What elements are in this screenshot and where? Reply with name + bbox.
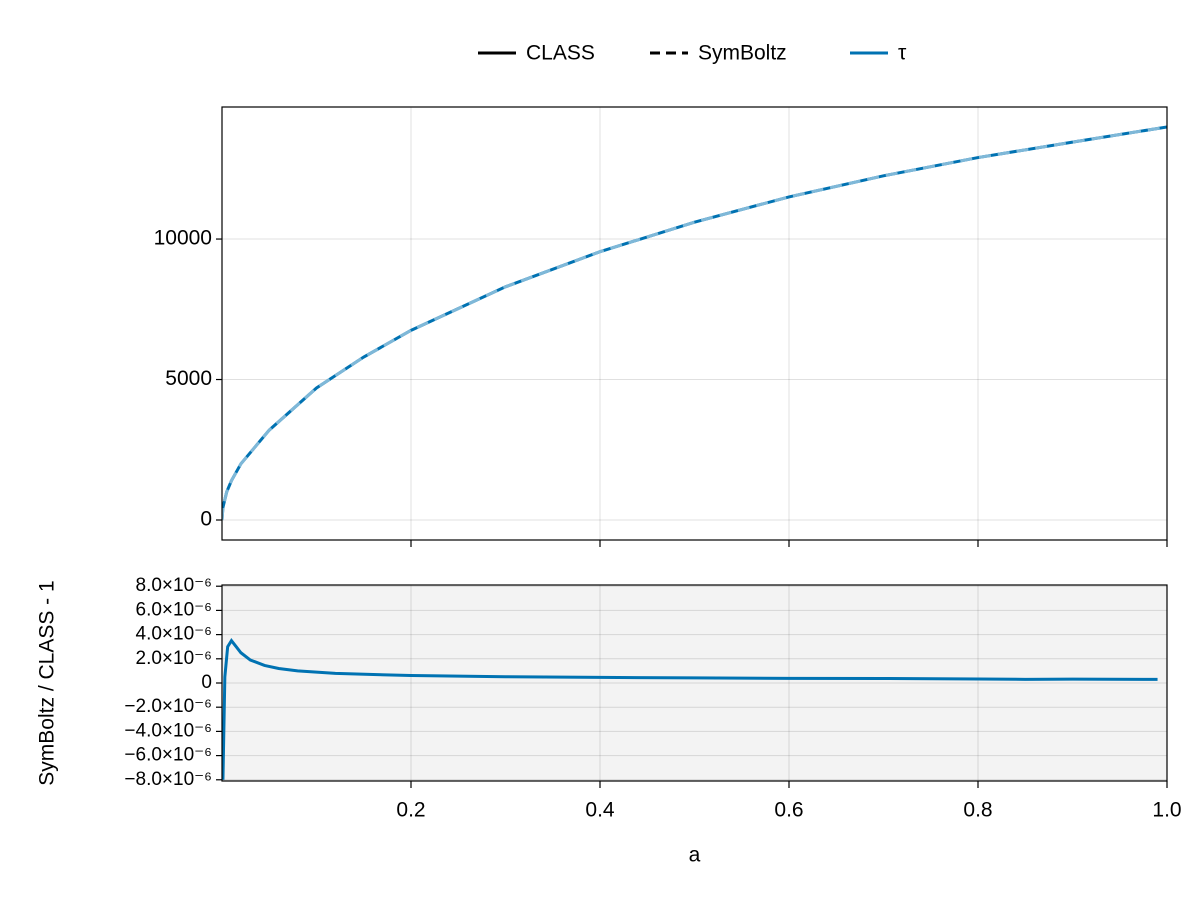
y-tick-label: −6.0×10⁻⁶ <box>124 745 212 766</box>
y-tick-label: 8.0×10⁻⁶ <box>136 575 213 596</box>
y-tick-label: 6.0×10⁻⁶ <box>136 599 213 620</box>
plot-frame <box>221 584 1168 782</box>
legend-label: τ <box>898 42 907 65</box>
y-tick-label: 10000 <box>154 227 212 250</box>
x-tick-label: 1.0 <box>1152 799 1181 822</box>
y-tick-label: 2.0×10⁻⁶ <box>136 648 213 669</box>
y-tick-label: −8.0×10⁻⁶ <box>124 769 212 790</box>
y-axis-label: SymBoltz / CLASS - 1 <box>36 580 59 785</box>
plot-frame <box>221 106 1168 541</box>
x-tick-label: 0.8 <box>963 799 992 822</box>
y-tick-label: 0 <box>201 672 212 693</box>
y-tick-label: −4.0×10⁻⁶ <box>124 720 212 741</box>
y-tick-label: 5000 <box>165 367 212 390</box>
y-tick-label: 4.0×10⁻⁶ <box>136 624 213 645</box>
y-tick-label: 0 <box>200 508 212 531</box>
plot-background <box>222 585 1167 781</box>
y-tick-label: −2.0×10⁻⁶ <box>124 696 212 717</box>
data-line <box>222 638 1158 780</box>
legend-label: CLASS <box>526 42 595 65</box>
x-tick-label: 0.4 <box>585 799 615 822</box>
x-tick-label: 0.2 <box>396 799 425 822</box>
legend-label: SymBoltz <box>698 42 787 65</box>
data-line <box>222 125 1167 521</box>
x-tick-label: 0.6 <box>774 799 803 822</box>
data-line <box>222 125 1167 521</box>
x-axis-label: a <box>689 844 701 867</box>
